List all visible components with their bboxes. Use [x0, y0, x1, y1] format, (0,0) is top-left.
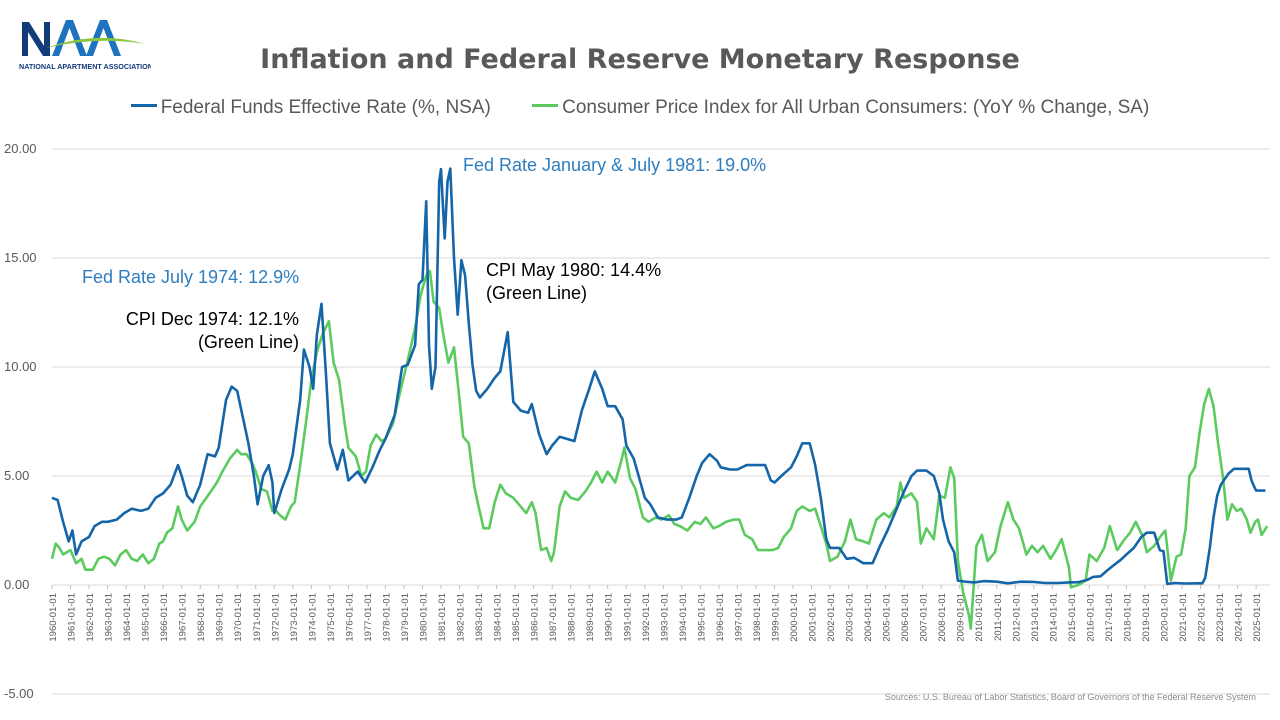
x-tick-label: 2008-01-01 — [937, 593, 948, 642]
y-tick-label: 0.00 — [4, 577, 29, 592]
x-tick-label: 2004-01-01 — [863, 593, 874, 642]
x-tick-label: 1972-01-01 — [270, 593, 281, 642]
x-tick-label: 1990-01-01 — [604, 593, 615, 642]
x-tick-label: 2015-01-01 — [1067, 593, 1078, 642]
x-tick-label: 1975-01-01 — [326, 593, 337, 642]
x-tick-label: 2013-01-01 — [1030, 593, 1041, 642]
x-tick-label: 1964-01-01 — [122, 593, 133, 642]
x-tick-label: 2006-01-01 — [900, 593, 911, 642]
annotations: Fed Rate July 1974: 12.9% CPI Dec 1974: 1… — [82, 155, 766, 352]
x-tick-label: 2000-01-01 — [789, 593, 800, 642]
y-tick-label: 5.00 — [4, 468, 29, 483]
x-tick-label: 1988-01-01 — [567, 593, 578, 642]
y-tick-label: 20.00 — [4, 141, 37, 156]
y-axis-ticks: 20.00 15.00 10.00 5.00 0.00 -5.00 — [4, 141, 37, 701]
x-tick-label: 1981-01-01 — [437, 593, 448, 642]
x-tick-label: 2003-01-01 — [845, 593, 856, 642]
chart-legend: Federal Funds Effective Rate (%, NSA) Co… — [0, 97, 1280, 119]
annotation-cpi-1980: CPI May 1980: 14.4% — [486, 260, 661, 280]
legend-label-cpi: Consumer Price Index for All Urban Consu… — [562, 97, 1150, 118]
x-tick-label: 2019-01-01 — [1141, 593, 1152, 642]
x-tick-label: 1971-01-01 — [252, 593, 263, 642]
x-tick-label: 1962-01-01 — [85, 593, 96, 642]
x-tick-label: 1983-01-01 — [474, 593, 485, 642]
x-tick-label: 2012-01-01 — [1011, 593, 1022, 642]
y-tick-label: 10.00 — [4, 359, 37, 374]
legend-label-fed-funds: Federal Funds Effective Rate (%, NSA) — [160, 97, 491, 118]
naa-logo: NATIONAL APARTMENT ASSOCIATION — [19, 20, 151, 71]
x-tick-label: 1968-01-01 — [196, 593, 207, 642]
x-tick-label: 1979-01-01 — [400, 593, 411, 642]
x-tick-label: 1993-01-01 — [659, 593, 670, 642]
x-tick-label: 2010-01-01 — [974, 593, 985, 642]
x-tick-label: 1991-01-01 — [622, 593, 633, 642]
x-tick-label: 2007-01-01 — [919, 593, 930, 642]
x-tick-label: 2014-01-01 — [1048, 593, 1059, 642]
x-tick-label: 1982-01-01 — [456, 593, 467, 642]
x-tick-label: 2025-01-01 — [1252, 593, 1263, 642]
series-line-fed-funds — [51, 167, 1266, 586]
series-line-cpi — [50, 269, 1269, 630]
x-tick-label: 2024-01-01 — [1234, 593, 1245, 642]
x-tick-label: 1969-01-01 — [215, 593, 226, 642]
x-tick-label: 2022-01-01 — [1197, 593, 1208, 642]
x-tick-label: 1977-01-01 — [363, 593, 374, 642]
x-tick-label: 2002-01-01 — [826, 593, 837, 642]
x-tick-label: 1994-01-01 — [678, 593, 689, 642]
annotation-cpi-1974: CPI Dec 1974: 12.1% — [126, 309, 299, 329]
series-lines — [50, 167, 1269, 630]
x-tick-label: 1980-01-01 — [418, 593, 429, 642]
x-tick-label: 1976-01-01 — [344, 593, 355, 642]
x-tick-label: 1998-01-01 — [752, 593, 763, 642]
x-tick-label: 1965-01-01 — [141, 593, 152, 642]
x-tick-label: 1995-01-01 — [696, 593, 707, 642]
x-tick-label: 1978-01-01 — [381, 593, 392, 642]
y-tick-label: 15.00 — [4, 250, 37, 265]
x-tick-label: 1960-01-01 — [48, 593, 59, 642]
x-tick-label: 2009-01-01 — [956, 593, 967, 642]
annotation-fed-1974: Fed Rate July 1974: 12.9% — [82, 267, 299, 287]
x-tick-label: 1989-01-01 — [585, 593, 596, 642]
x-tick-label: 1984-01-01 — [493, 593, 504, 642]
x-tick-label: 2001-01-01 — [808, 593, 819, 642]
x-tick-label: 1973-01-01 — [289, 593, 300, 642]
x-tick-label: 2020-01-01 — [1159, 593, 1170, 642]
legend-swatch-cpi — [532, 104, 559, 108]
x-tick-label: 1963-01-01 — [104, 593, 115, 642]
x-tick-label: 1985-01-01 — [511, 593, 522, 642]
x-tick-label: 1974-01-01 — [307, 593, 318, 642]
legend-swatch-fed-funds — [130, 104, 157, 108]
x-tick-label: 1987-01-01 — [548, 593, 559, 642]
legend-item-fed-funds: Federal Funds Effective Rate (%, NSA) — [130, 97, 491, 119]
x-tick-label: 2023-01-01 — [1215, 593, 1226, 642]
x-tick-label: 1996-01-01 — [715, 593, 726, 642]
x-axis-ticks: 1960-01-01 1961-01-01 1962-01-01 1963-01-01… — [48, 585, 1263, 642]
x-tick-label: 2011-01-01 — [993, 593, 1004, 641]
legend-item-cpi: Consumer Price Index for All Urban Consu… — [532, 97, 1149, 119]
x-tick-label: 1997-01-01 — [733, 593, 744, 642]
x-tick-label: 1966-01-01 — [159, 593, 170, 642]
x-tick-label: 2017-01-01 — [1104, 593, 1115, 642]
x-tick-label: 1986-01-01 — [530, 593, 541, 642]
x-tick-label: 1992-01-01 — [641, 593, 652, 642]
x-tick-label: 2005-01-01 — [882, 593, 893, 642]
annotation-cpi-1980: (Green Line) — [486, 283, 587, 303]
x-tick-label: 1961-01-01 — [67, 593, 78, 642]
x-tick-label: 2018-01-01 — [1122, 593, 1133, 642]
source-note: Sources: U.S. Bureau of Labor Statistics… — [884, 692, 1256, 702]
x-tick-label: 1967-01-01 — [178, 593, 189, 642]
x-tick-label: 2021-01-01 — [1178, 593, 1189, 642]
chart-title: Inflation and Federal Reserve Monetary R… — [260, 44, 1020, 75]
svg-text:NATIONAL APARTMENT ASSOCIATION: NATIONAL APARTMENT ASSOCIATION — [19, 62, 151, 71]
x-tick-label: 1970-01-01 — [233, 593, 244, 642]
annotation-fed-1981: Fed Rate January & July 1981: 19.0% — [463, 155, 766, 175]
x-tick-label: 2016-01-01 — [1085, 593, 1096, 642]
y-tick-label: -5.00 — [4, 686, 34, 701]
annotation-cpi-1974: (Green Line) — [198, 332, 299, 352]
x-tick-label: 1999-01-01 — [770, 593, 781, 642]
